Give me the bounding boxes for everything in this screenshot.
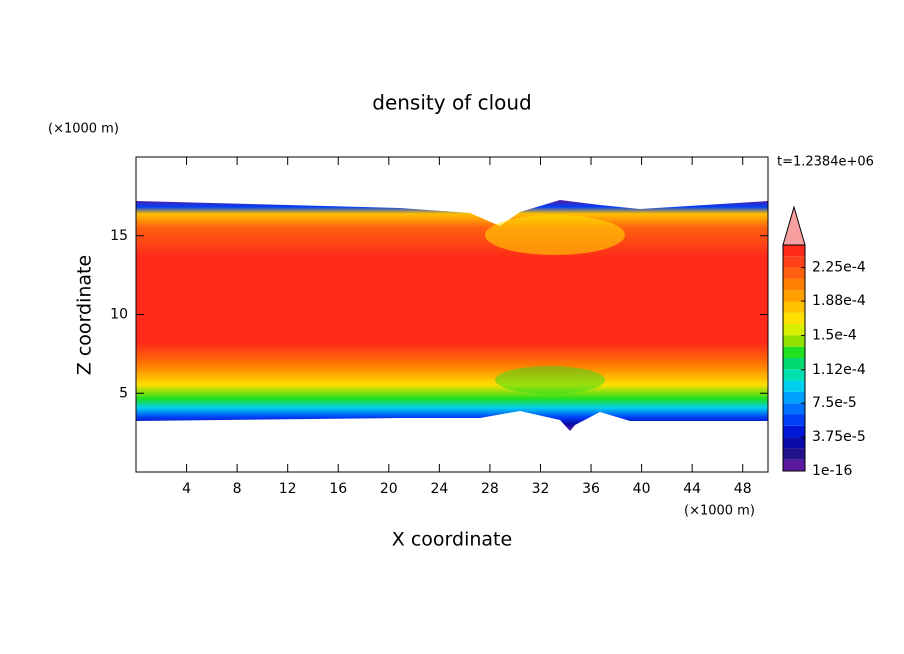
colorbar-band: [783, 448, 805, 460]
chart-title: density of cloud: [372, 91, 531, 115]
x-tick-label: 20: [380, 481, 398, 497]
colorbar-band: [783, 312, 805, 325]
colorbar-band: [783, 391, 805, 404]
turbulence: [495, 366, 605, 394]
colorbar-label: 1.5e-4: [812, 327, 857, 343]
colorbar-band: [783, 369, 805, 381]
x-tick-label: 24: [430, 481, 448, 497]
colorbar-label: 2.25e-4: [812, 260, 866, 276]
x-tick-label: 36: [582, 481, 600, 497]
x-tick-label: 28: [481, 481, 499, 497]
time-annotation: t=1.2384e+06: [777, 155, 874, 170]
colorbar-band: [783, 267, 805, 279]
colorbar-label: 3.75e-5: [812, 429, 866, 445]
colorbar-band: [783, 335, 805, 347]
colorbar-band: [783, 414, 805, 426]
x-tick-label: 4: [182, 481, 191, 497]
x-tick-label: 8: [233, 481, 242, 497]
colorbar-band: [783, 290, 805, 302]
x-tick-label: 32: [532, 481, 550, 497]
colorbar-label: 1.88e-4: [812, 293, 866, 309]
colorbar-band: [783, 459, 805, 471]
x-tick-label: 12: [279, 481, 297, 497]
turbulence: [485, 215, 625, 255]
y-unit: (×1000 m): [48, 122, 119, 137]
colorbar-band: [783, 301, 805, 313]
colorbar-label: 1e-16: [812, 463, 852, 479]
y-tick-label: 15: [110, 228, 128, 244]
x-axis-label: X coordinate: [392, 529, 512, 551]
colorbar-label: 7.5e-5: [812, 395, 857, 411]
colorbar-label: 1.12e-4: [812, 362, 866, 378]
colorbar-band: [783, 256, 805, 268]
colorbar-band: [783, 380, 805, 392]
colorbar-band: [783, 324, 805, 336]
cloud-field: [136, 200, 768, 431]
x-tick-label: 48: [734, 481, 752, 497]
x-tick-label: 44: [683, 481, 701, 497]
x-unit: (×1000 m): [684, 504, 755, 519]
y-tick-label: 5: [119, 385, 128, 401]
x-tick-label: 16: [329, 481, 347, 497]
colorbar-frame: [782, 244, 806, 472]
y-axis-label: Z coordinate: [74, 255, 96, 375]
colorbar-band: [783, 425, 805, 438]
colorbar-band: [783, 403, 805, 415]
colorbar-extension: [782, 205, 806, 246]
colorbar-band: [783, 245, 805, 257]
colorbar-band: [783, 358, 805, 370]
colorbar-band: [783, 437, 805, 449]
colorbar-band: [783, 278, 805, 291]
x-tick-label: 40: [633, 481, 651, 497]
y-tick-label: 10: [110, 307, 128, 323]
colorbar-band: [783, 346, 805, 358]
